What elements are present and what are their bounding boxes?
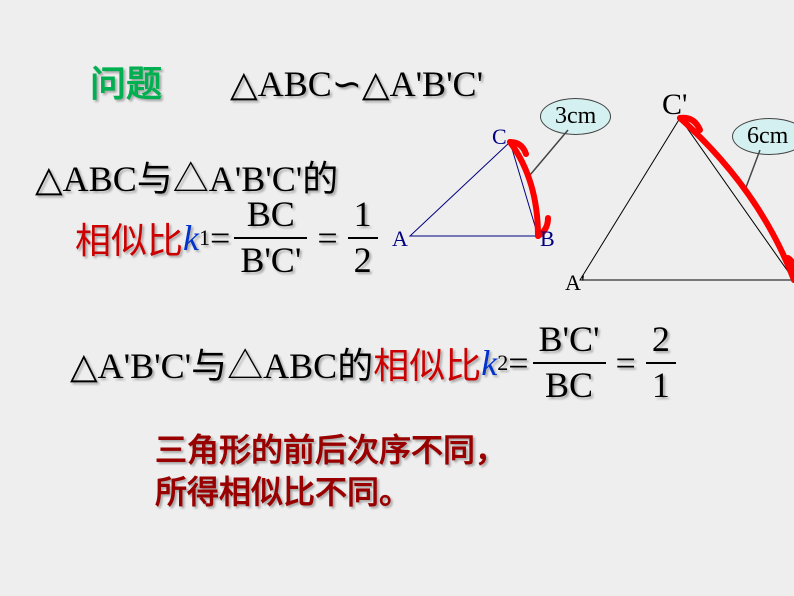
line3-equation: △A'B'C'与△ABC的 相似比 k 2 = B'C' BC = 2 1 (70, 320, 680, 405)
title-line: 问题 △ABC∽△A'B'C' (90, 55, 483, 107)
triangle-diagram: A B C A' C' (400, 110, 794, 290)
label-B: B (540, 226, 555, 252)
similarity-statement: △ABC∽△A'B'C' (230, 64, 483, 104)
frac4-num: 2 (646, 320, 676, 360)
frac1-num: BC (241, 195, 301, 235)
k1-var: k (183, 217, 199, 259)
label-C: C (492, 124, 507, 150)
ratio-label-1: 相似比 (75, 212, 183, 264)
k2-var: k (481, 342, 497, 384)
question-label: 问题 (90, 64, 162, 104)
conclusion-l2: 所得相似比不同。 (155, 472, 507, 514)
k2-sub: 2 (497, 350, 508, 376)
eq1b: = (317, 217, 337, 259)
frac3-den: BC (539, 366, 599, 406)
eq2b: = (616, 342, 636, 384)
frac4-den: 1 (646, 366, 676, 406)
eq2a: = (508, 342, 528, 384)
eq1a: = (210, 217, 230, 259)
label-A: A (392, 226, 408, 252)
line2-equation: 相似比 k 1 = BC B'C' = 1 2 (75, 195, 382, 280)
k1-sub: 1 (199, 225, 210, 251)
frac3-num: B'C' (533, 320, 606, 360)
conclusion: 三角形的前后次序不同， 所得相似比不同。 (155, 430, 507, 513)
frac-1-2: 1 2 (348, 195, 378, 280)
ratio-label-2: 相似比 (373, 337, 481, 389)
frac-bpcp-bc: B'C' BC (533, 320, 606, 405)
conclusion-l1: 三角形的前后次序不同， (155, 430, 507, 472)
frac-bc-bpcp: BC B'C' (234, 195, 307, 280)
label-Ap: A' (565, 270, 585, 296)
frac2-num: 1 (348, 195, 378, 235)
label-Cp: C' (662, 88, 687, 122)
frac2-den: 2 (348, 241, 378, 281)
frac-2-1: 2 1 (646, 320, 676, 405)
triangles-svg (400, 110, 794, 310)
frac1-den: B'C' (234, 241, 307, 281)
line3-text: △A'B'C'与△ABC的 (70, 337, 373, 389)
